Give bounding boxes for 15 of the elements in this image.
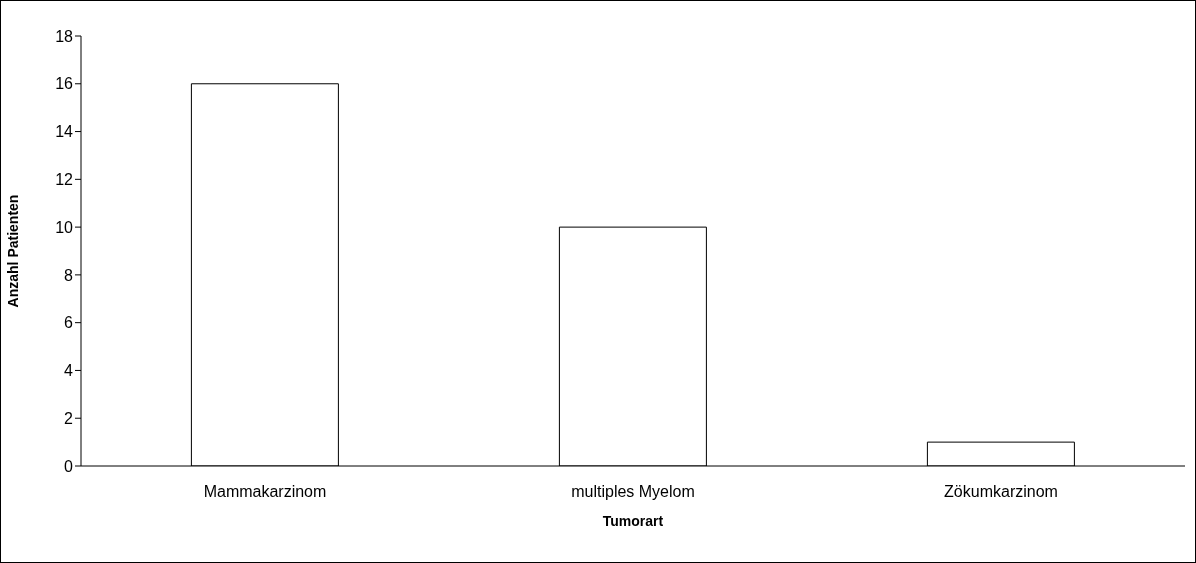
y-tick-label: 12	[55, 171, 74, 189]
x-tick-label: Mammakarzinom	[203, 483, 327, 501]
y-tick-label: 16	[55, 75, 74, 93]
y-axis-title: Anzahl Patienten	[4, 194, 21, 308]
x-tick-label: multiples Myelom	[571, 483, 695, 501]
y-tick-label: 2	[64, 409, 74, 427]
x-tick-label: Zökumkarzinom	[944, 483, 1058, 501]
y-tick-label: 8	[64, 266, 74, 284]
y-tick-label: 0	[64, 457, 74, 475]
y-tick-label: 4	[64, 362, 74, 380]
y-tick-label: 6	[64, 314, 74, 332]
y-tick-label: 10	[55, 218, 74, 236]
y-tick-label: 14	[55, 123, 74, 141]
x-axis-title: Tumorart	[602, 513, 664, 529]
y-tick-label: 18	[55, 27, 74, 45]
